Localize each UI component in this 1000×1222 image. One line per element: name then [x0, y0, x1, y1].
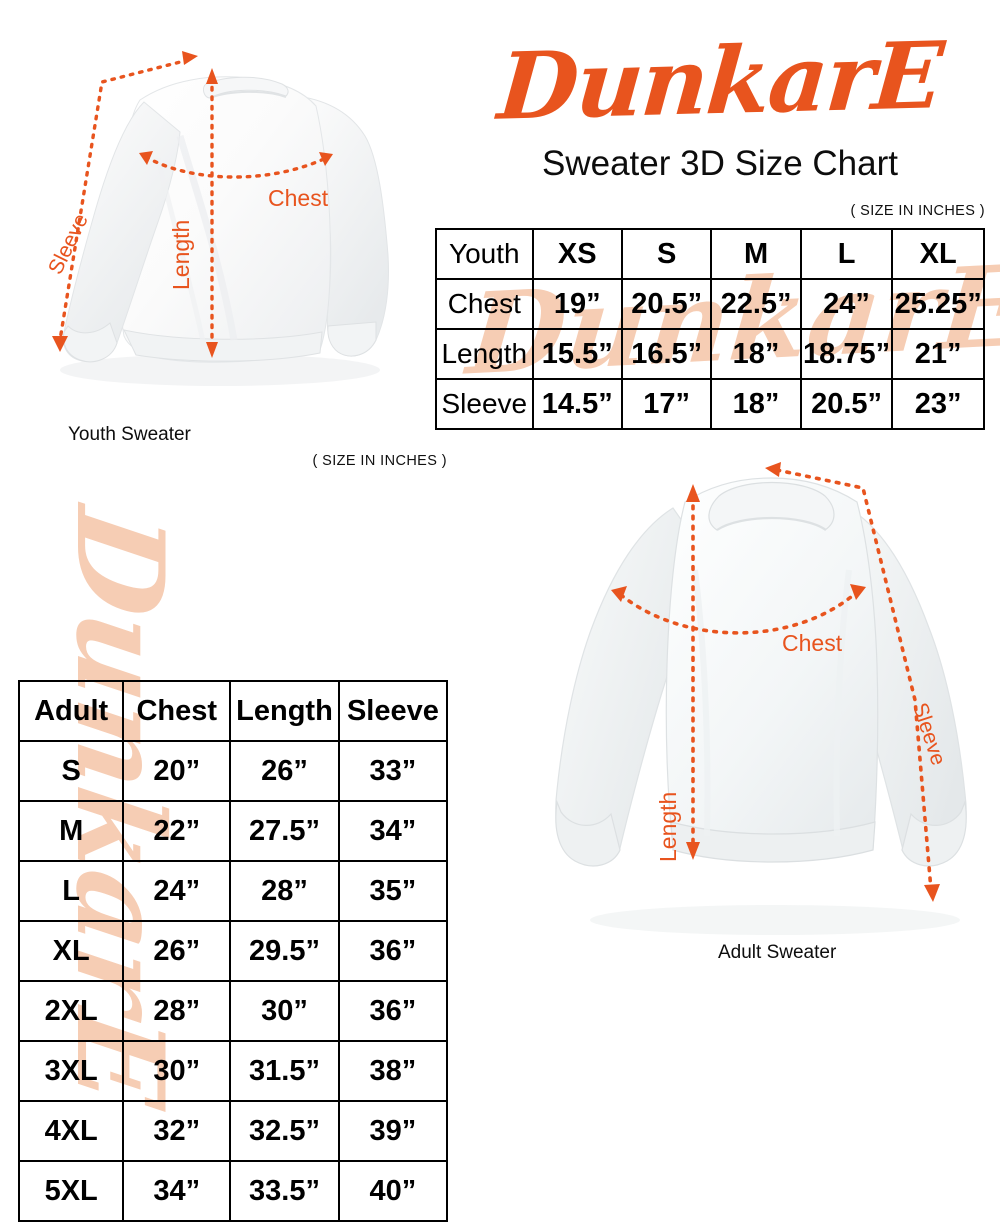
youth-size-s: S	[620, 228, 713, 280]
adult-sleeve-s: 33”	[337, 740, 449, 802]
adult-chest-m: 22”	[122, 800, 232, 862]
adult-length-l: 28”	[229, 860, 340, 922]
table-row: M 22” 27.5” 34”	[17, 800, 449, 862]
table-header-row: Adult Chest Length Sleeve	[17, 680, 449, 742]
youth-length-xs: 15.5”	[531, 328, 623, 380]
youth-length-m: 18”	[710, 328, 802, 380]
youth-row-label-length: Length	[435, 328, 534, 380]
adult-header-chest: Chest	[122, 680, 232, 742]
youth-size-table: Youth XS S M L XL Chest 19” 20.5” 22.5” …	[435, 228, 985, 430]
table-row: S 20” 26” 33”	[17, 740, 449, 802]
adult-chest-2xl: 28”	[122, 980, 232, 1042]
table-row: Length 15.5” 16.5” 18” 18.75” 21”	[435, 328, 985, 380]
youth-chest-guide	[144, 155, 328, 179]
adult-length-4xl: 32.5”	[229, 1100, 340, 1162]
adult-header-sleeve: Sleeve	[337, 680, 449, 742]
adult-chest-s: 20”	[122, 740, 232, 802]
adult-sleeve-l: 35”	[337, 860, 449, 922]
adult-sweater-caption: Adult Sweater	[718, 942, 837, 963]
brand-logo: DunkarE	[494, 20, 946, 141]
adult-chest-l: 24”	[122, 860, 232, 922]
adult-chest-4xl: 32”	[122, 1100, 232, 1162]
adult-header-size: Adult	[17, 680, 125, 742]
youth-size-unit-caption: ( SIZE IN INCHES )	[850, 203, 985, 219]
youth-row-label-chest: Chest	[435, 278, 534, 330]
adult-size-4xl: 4XL	[17, 1100, 125, 1162]
adult-sweater-illustration	[555, 462, 967, 935]
adult-length-3xl: 31.5”	[229, 1040, 340, 1102]
youth-size-xs: XS	[531, 228, 623, 280]
adult-size-unit-caption: ( SIZE IN INCHES )	[312, 453, 447, 469]
youth-chest-xs: 19”	[531, 278, 623, 330]
adult-chest-label: Chest	[782, 630, 843, 656]
youth-chest-s: 20.5”	[620, 278, 713, 330]
youth-chest-l: 24”	[799, 278, 894, 330]
adult-sleeve-guide	[775, 468, 933, 892]
table-row: L 24” 28” 35”	[17, 860, 449, 922]
adult-size-table: Adult Chest Length Sleeve S 20” 26” 33” …	[17, 680, 449, 1222]
youth-corner-label: Youth	[435, 228, 534, 280]
adult-chest-3xl: 30”	[122, 1040, 232, 1102]
youth-sweater-caption: Youth Sweater	[68, 424, 191, 445]
adult-size-2xl: 2XL	[17, 980, 125, 1042]
youth-sleeve-l: 20.5”	[799, 378, 894, 430]
youth-sleeve-xs: 14.5”	[531, 378, 623, 430]
size-chart-page: DunkarE Sweater 3D Size Chart	[17, 18, 1000, 1222]
adult-sleeve-2xl: 36”	[337, 980, 449, 1042]
adult-sleeve-m: 34”	[337, 800, 449, 862]
adult-chest-xl: 26”	[122, 920, 232, 982]
adult-size-m: M	[17, 800, 125, 862]
adult-chest-5xl: 34”	[122, 1160, 232, 1222]
adult-length-xl: 29.5”	[229, 920, 340, 982]
adult-size-l: L	[17, 860, 125, 922]
adult-sleeve-3xl: 38”	[337, 1040, 449, 1102]
adult-size-s: S	[17, 740, 125, 802]
adult-sleeve-5xl: 40”	[337, 1160, 449, 1222]
youth-row-label-sleeve: Sleeve	[435, 378, 534, 430]
adult-sleeve-4xl: 39”	[337, 1100, 449, 1162]
table-row: XL 26” 29.5” 36”	[17, 920, 449, 982]
table-row: Sleeve 14.5” 17” 18” 20.5” 23”	[435, 378, 985, 430]
table-row: 4XL 32” 32.5” 39”	[17, 1100, 449, 1162]
adult-length-5xl: 33.5”	[229, 1160, 340, 1222]
table-row: 5XL 34” 33.5” 40”	[17, 1160, 449, 1222]
youth-length-s: 16.5”	[620, 328, 713, 380]
adult-length-m: 27.5”	[229, 800, 340, 862]
adult-length-s: 26”	[229, 740, 340, 802]
adult-chest-guide	[619, 590, 859, 635]
adult-size-3xl: 3XL	[17, 1040, 125, 1102]
youth-size-m: M	[710, 228, 802, 280]
youth-sleeve-guide	[58, 58, 190, 342]
table-row: 3XL 30” 31.5” 38”	[17, 1040, 449, 1102]
youth-size-l: L	[799, 228, 894, 280]
adult-length-label: Length	[655, 791, 681, 862]
adult-size-5xl: 5XL	[17, 1160, 125, 1222]
youth-sleeve-xl: 23”	[891, 378, 985, 430]
youth-chest-m: 22.5”	[710, 278, 802, 330]
table-row: Youth XS S M L XL	[435, 228, 985, 280]
adult-size-xl: XL	[17, 920, 125, 982]
youth-sleeve-m: 18”	[710, 378, 802, 430]
youth-length-l: 18.75”	[799, 328, 894, 380]
youth-length-label: Length	[168, 219, 194, 290]
adult-length-2xl: 30”	[229, 980, 340, 1042]
youth-size-xl: XL	[891, 228, 985, 280]
table-row: Chest 19” 20.5” 22.5” 24” 25.25”	[435, 278, 985, 330]
table-row: 2XL 28” 30” 36”	[17, 980, 449, 1042]
youth-length-xl: 21”	[891, 328, 985, 380]
youth-chest-xl: 25.25”	[891, 278, 985, 330]
youth-sleeve-s: 17”	[620, 378, 713, 430]
youth-sweater-illustration	[52, 51, 389, 386]
page-title: Sweater 3D Size Chart	[542, 144, 898, 183]
brand-header: DunkarE Sweater 3D Size Chart	[450, 18, 990, 208]
adult-header-length: Length	[229, 680, 340, 742]
adult-sleeve-xl: 36”	[337, 920, 449, 982]
youth-chest-label: Chest	[268, 185, 329, 211]
